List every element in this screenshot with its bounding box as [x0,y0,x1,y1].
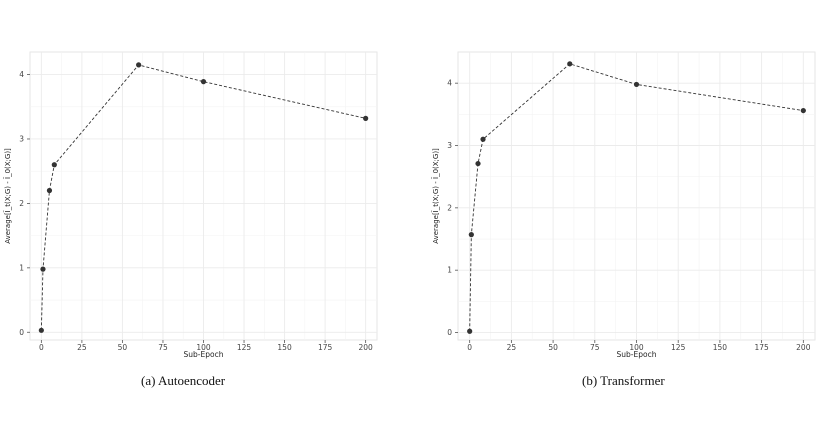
data-point [363,115,369,121]
y-tick-label: 1 [19,263,24,272]
data-point [480,136,486,142]
x-tick-label: 150 [277,343,292,352]
data-point [136,62,142,68]
caption-transformer: (b) Transformer [582,373,665,388]
y-tick-label: 4 [19,70,24,79]
x-tick-label: 25 [77,343,87,352]
x-tick-label: 125 [237,343,252,352]
data-point [567,61,573,67]
y-tick-label: 2 [19,199,24,208]
data-point [51,162,57,168]
data-point [800,107,806,114]
y-axis-title: Average[Ĩ_t(X;G) - Ĩ_0(X;G)] [431,148,440,244]
x-tick-label: 75 [158,343,168,352]
data-point [200,79,207,85]
y-tick-label: 0 [447,328,452,337]
data-point [633,81,640,88]
data-point [468,232,474,238]
data-point [467,328,473,334]
x-tick-label: 125 [671,343,686,352]
x-tick-label: 100 [196,343,211,352]
data-point [38,327,44,333]
y-tick-label: 3 [447,141,452,150]
y-tick-label: 3 [19,134,24,143]
x-tick-label: 25 [507,343,517,352]
x-tick-label: 175 [754,343,769,352]
y-tick-label: 4 [447,79,452,88]
data-point [40,266,46,272]
x-tick-label: 0 [39,343,44,352]
x-tick-label: 200 [358,343,373,352]
chart-transformer: 0 25 50 75 100 125 150 175 200 0 1 2 3 4 Sub-Epoch Aver… [431,51,816,359]
x-tick-label: 0 [467,343,472,352]
chart-autoencoder: 0 25 50 75 100 125 150 175 200 0 1 2 3 4 Sub-Epoch Aver… [3,51,378,359]
x-tick-label: 175 [318,343,333,352]
x-tick-label: 75 [590,343,600,352]
x-tick-label: 150 [713,343,728,352]
x-axis-title: Sub-Epoch [617,350,657,359]
y-tick-label: 1 [447,266,452,275]
x-tick-label: 100 [629,343,644,352]
data-point [46,187,53,194]
y-tick-label: 0 [19,328,24,337]
x-axis-title: Sub-Epoch [184,350,224,359]
y-tick-label: 2 [447,203,452,212]
caption-autoencoder: (a) Autoencoder [141,373,226,388]
x-tick-label: 200 [796,343,811,352]
data-point [475,160,481,167]
x-tick-label: 50 [118,343,128,352]
x-tick-label: 50 [548,343,558,352]
y-axis-title: Average[Ĩ_t(X;G) - Ĩ_0(X;G)] [3,148,12,244]
